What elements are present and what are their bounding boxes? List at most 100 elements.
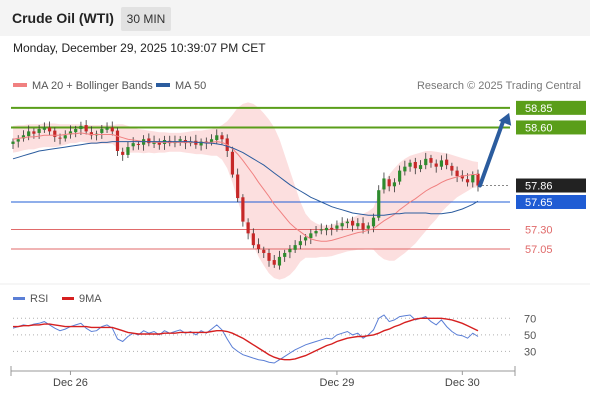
legend-rsi-label: RSI [30,293,49,305]
candle-body [251,233,255,246]
price-tag-text: 57.05 [525,244,553,256]
candle-body [136,143,140,145]
candle-body [267,252,271,261]
forecast-arrow-head [498,112,512,126]
price-tag-box [516,178,586,193]
candle-body [220,135,224,140]
candle-body [439,160,444,167]
candle-body [89,132,93,136]
candle-body [215,135,219,141]
candle-body [345,221,349,224]
candle-body [32,131,36,134]
candle-body [413,161,417,169]
ma50-swatch [156,83,170,88]
candle-body [330,227,334,230]
candle-body [476,173,480,186]
candle-body [47,127,52,132]
candle-body [262,249,266,253]
candle-body [460,175,464,179]
candle-body [403,166,407,172]
chart-header: Crude Oil (WTI) 30 MIN [0,0,590,36]
candle-body [377,190,381,218]
candle-body [209,139,214,143]
candle-body [115,130,120,151]
candle-body [58,137,62,139]
price-tag-text: 58.60 [525,122,553,134]
candle-body [21,135,26,139]
candle-body [74,129,78,133]
candle-body [434,163,438,167]
timeframe-badge[interactable]: 30 MIN [121,7,171,31]
candle-body [283,252,287,257]
price-tag-text: 57.30 [525,224,553,236]
candle-body [11,141,15,144]
candle-body [303,237,308,241]
price-label-57.65: 57.65 [516,194,586,209]
price-tag-box [516,194,586,209]
candle-body [79,125,83,130]
rsi-tick-50: 50 [524,330,536,342]
price-tag-box [516,120,586,135]
legend-ma20-label: MA 20 + Bollinger Bands [32,80,153,92]
candle-body [471,174,475,183]
candle-body [105,127,109,130]
legend-ma50: MA 50 [156,80,206,92]
rsi-line [12,314,479,364]
price-label-58.85: 58.85 [516,100,586,115]
candle-body [68,131,73,135]
legend-rsi: RSI [13,293,48,305]
candle-body [178,139,182,141]
candle-body [298,241,302,246]
rsi-tick-70: 70 [524,313,536,325]
candle-body [293,245,297,250]
price-label-57.05: 57.05 [525,244,553,256]
candle-body [387,179,391,187]
candle-body [256,244,261,250]
candle-body [319,229,323,231]
price-tag-text: 58.85 [525,103,553,115]
candle-body [465,179,470,183]
candle-body [371,217,376,227]
candle-body [272,260,276,265]
candle-body [335,225,339,229]
forecast-arrow-shaft [478,119,505,188]
candle-body [27,131,31,137]
candle-body [361,223,365,230]
rsi-swatch [13,296,25,300]
research-credit: Research © 2025 Trading Central [416,80,581,92]
candle-body [309,233,313,239]
candle-body [147,138,151,144]
ma20-swatch [13,83,27,88]
price-label-57.30: 57.30 [525,224,553,236]
instrument-title: Crude Oil (WTI) [12,10,114,26]
x-tick-label: Dec 29 [320,377,355,389]
x-tick-label: Dec 30 [445,377,480,389]
candle-body [324,227,329,231]
candle-body [288,249,292,253]
candle-body [450,165,454,171]
chart-datetime: Monday, December 29, 2025 10:39:07 PM CE… [13,41,266,55]
legend-rsi-ma: 9MA [62,293,102,305]
candle-body [418,165,423,170]
price-tag-box [516,100,586,115]
candle-body [429,158,433,163]
candle-body [445,159,449,166]
rsi-ma-line [13,317,479,361]
ma50-line [12,141,479,216]
price-label-58.60: 58.60 [516,120,586,135]
legend-ma20: MA 20 + Bollinger Bands [13,80,153,92]
candle-body [16,139,20,142]
candle-body [424,158,428,166]
bollinger-band [13,102,478,280]
price-label-57.86: 57.86 [516,178,586,193]
price-tag-text: 57.65 [525,197,553,209]
candle-body [455,170,459,177]
candle-body [408,162,412,167]
candle-body [100,129,104,133]
ma20-line [12,132,478,242]
price-tag-text: 57.86 [525,181,553,193]
candle-body [246,222,250,234]
legend-rsi-ma-label: 9MA [79,293,102,305]
candle-body [230,151,235,175]
